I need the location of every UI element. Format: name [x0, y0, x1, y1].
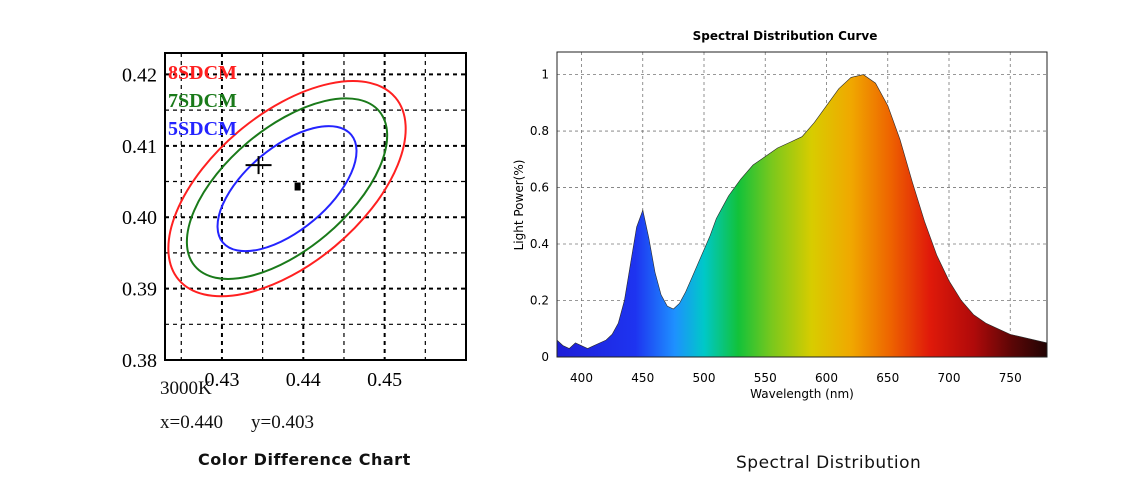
x-coordinate-readout: x=0.440 [160, 412, 223, 433]
sp-chart-title: Spectral Distribution Curve [693, 29, 878, 43]
target-crosshair [245, 156, 272, 175]
sp-x-tick-label: 750 [999, 371, 1022, 385]
sp-x-tick-label: 500 [693, 371, 716, 385]
cd-plot-frame [164, 52, 467, 361]
ellipse-7sdcm [185, 97, 389, 280]
y-coordinate-readout: y=0.403 [251, 412, 314, 433]
cd-y-tick-label: 0.40 [122, 207, 157, 229]
cd-x-tick-label: 0.44 [286, 369, 321, 391]
sp-spectrum-area [556, 74, 1048, 358]
cd-y-tick-label: 0.41 [122, 136, 157, 158]
cd-legend: 8SDCM 7SDCM 5SDCM [168, 62, 237, 140]
cd-x-tick-label: 0.43 [204, 369, 239, 391]
ellipse-5sdcm [216, 125, 358, 253]
cd-y-tick-label: 0.42 [122, 64, 157, 86]
legend-5sdcm: 5SDCM [168, 118, 237, 140]
sp-x-tick-label: 600 [815, 371, 838, 385]
cd-x-tick-labels: 0.43 0.44 0.45 [204, 369, 402, 391]
sp-x-tick-label: 450 [631, 371, 654, 385]
sp-plot-frame [556, 51, 1048, 358]
sp-y-tick-label: 1 [541, 68, 549, 82]
sp-y-tick-label: 0.4 [530, 237, 549, 251]
sp-x-tick-label: 400 [570, 371, 593, 385]
sp-x-axis-label: Wavelength (nm) [750, 387, 854, 401]
color-difference-caption: Color Difference Chart [198, 450, 411, 469]
ellipse-8sdcm [167, 80, 407, 298]
spectral-distribution-chart: Spectral Distribution Curve 400 450 500 550… [512, 29, 1048, 401]
cd-y-tick-label: 0.38 [122, 350, 157, 372]
sp-y-tick-label: 0.6 [530, 181, 549, 195]
sp-x-tick-label: 650 [876, 371, 899, 385]
cd-y-tick-labels: 0.38 0.39 0.40 0.41 0.42 [122, 64, 157, 372]
legend-8sdcm: 8SDCM [168, 62, 237, 84]
measured-point [294, 182, 301, 191]
legend-7sdcm: 7SDCM [168, 90, 237, 112]
cct-label: 3000K [160, 378, 212, 399]
cd-y-tick-label: 0.39 [122, 279, 157, 301]
sp-x-tick-label: 700 [938, 371, 961, 385]
spectral-distribution-caption: Spectral Distribution [736, 453, 922, 473]
sp-y-tick-label: 0.2 [530, 294, 549, 308]
sp-x-tick-label: 550 [754, 371, 777, 385]
sp-x-tick-labels: 400 450 500 550 600 650 700 750 [570, 371, 1022, 385]
sp-y-axis-label: Light Power(%) [512, 160, 526, 251]
color-difference-chart: 8SDCM 7SDCM 5SDCM 0.43 0.44 0.45 0.38 0.39 0.4… [122, 52, 467, 391]
cd-ellipses [167, 80, 407, 298]
sp-y-tick-labels: 0 0.2 0.4 0.6 0.8 1 [530, 68, 549, 364]
sp-y-tick-label: 0 [541, 350, 549, 364]
cd-x-tick-label: 0.45 [367, 369, 402, 391]
cd-markers [245, 156, 301, 191]
sp-y-tick-label: 0.8 [530, 124, 549, 138]
